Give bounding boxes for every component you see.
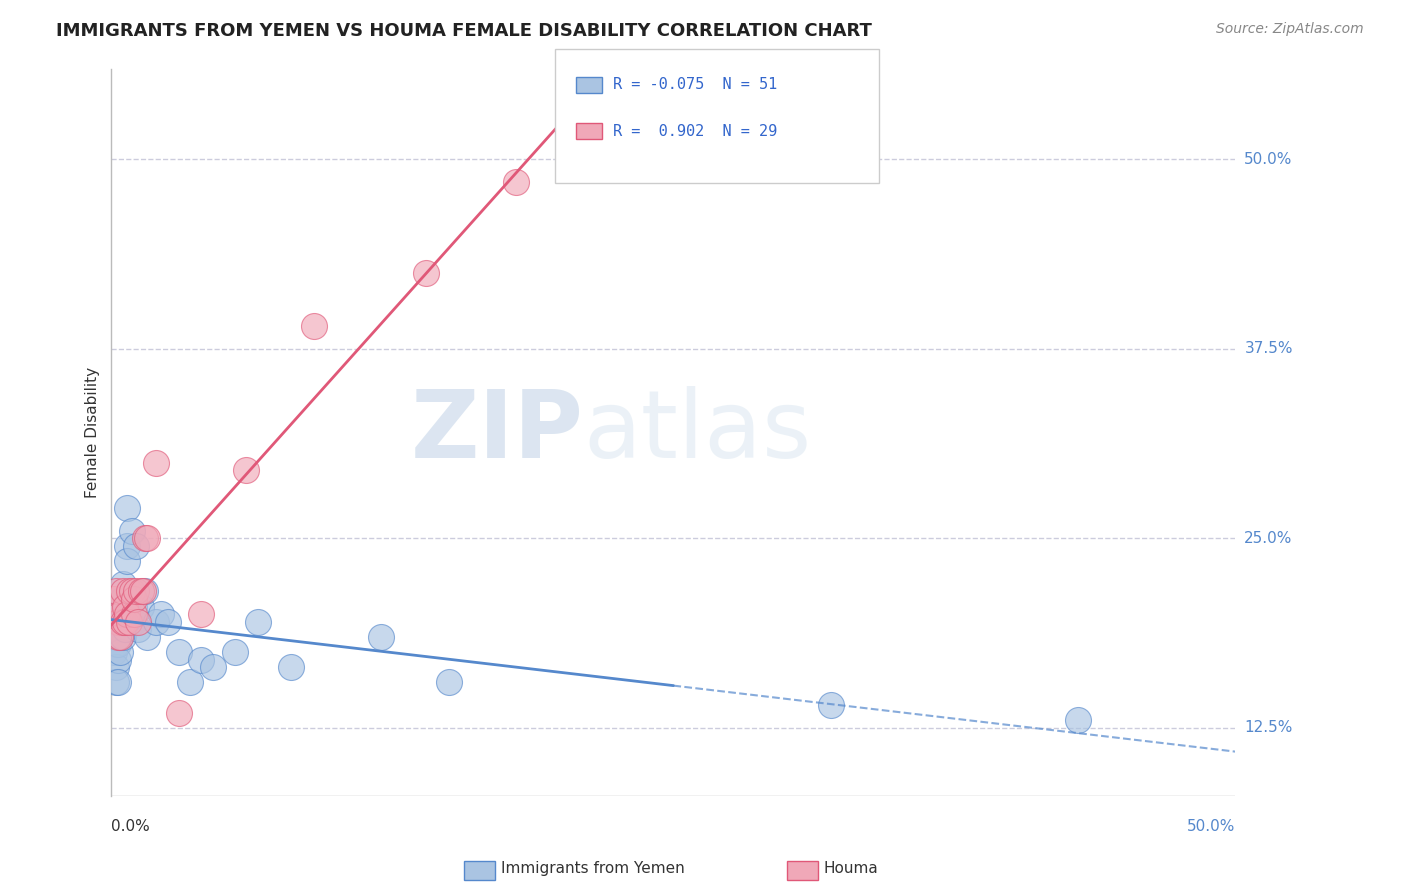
Text: atlas: atlas <box>583 386 811 478</box>
Point <box>115 607 138 621</box>
Point <box>104 675 127 690</box>
Point <box>302 319 325 334</box>
Point <box>136 531 159 545</box>
Point <box>118 615 141 629</box>
Point <box>136 630 159 644</box>
Point <box>370 630 392 644</box>
Point <box>280 660 302 674</box>
Text: 50.0%: 50.0% <box>1187 819 1236 834</box>
Point <box>820 698 842 712</box>
Point <box>111 591 134 606</box>
Text: ZIP: ZIP <box>411 386 583 478</box>
Point <box>505 175 527 189</box>
Point <box>115 554 138 568</box>
Point <box>110 607 132 621</box>
Text: 25.0%: 25.0% <box>1244 531 1292 546</box>
Point <box>107 652 129 666</box>
Point <box>104 584 127 599</box>
Point <box>121 524 143 538</box>
Point <box>125 584 148 599</box>
Point <box>110 645 132 659</box>
Point <box>104 615 127 629</box>
Point <box>118 584 141 599</box>
Point <box>103 630 125 644</box>
Text: IMMIGRANTS FROM YEMEN VS HOUMA FEMALE DISABILITY CORRELATION CHART: IMMIGRANTS FROM YEMEN VS HOUMA FEMALE DI… <box>56 22 872 40</box>
Point <box>107 637 129 651</box>
Point <box>129 584 152 599</box>
Point <box>127 615 149 629</box>
Point <box>125 539 148 553</box>
Point <box>118 591 141 606</box>
Point <box>122 591 145 606</box>
Point <box>107 622 129 636</box>
Text: 50.0%: 50.0% <box>1244 152 1292 167</box>
Point <box>149 607 172 621</box>
Point <box>132 584 155 599</box>
Point <box>104 637 127 651</box>
Text: Immigrants from Yemen: Immigrants from Yemen <box>501 862 685 876</box>
Point <box>104 630 127 644</box>
Text: 37.5%: 37.5% <box>1244 342 1294 357</box>
Point <box>246 615 269 629</box>
Point <box>111 576 134 591</box>
Point <box>111 584 134 599</box>
Point <box>201 660 224 674</box>
Point <box>111 615 134 629</box>
Point <box>114 622 136 636</box>
Point <box>103 645 125 659</box>
Point <box>110 615 132 629</box>
Point <box>145 456 167 470</box>
Point <box>114 599 136 614</box>
Point <box>190 652 212 666</box>
Point <box>110 630 132 644</box>
Point <box>235 463 257 477</box>
Text: 12.5%: 12.5% <box>1244 720 1292 735</box>
Point <box>127 622 149 636</box>
Point <box>167 706 190 720</box>
Point <box>111 615 134 629</box>
Point <box>224 645 246 659</box>
Point <box>179 675 201 690</box>
Point <box>437 675 460 690</box>
Point <box>118 607 141 621</box>
Point <box>114 615 136 629</box>
Point <box>110 630 132 644</box>
Point <box>121 584 143 599</box>
Point <box>115 539 138 553</box>
Point <box>190 607 212 621</box>
Point <box>129 599 152 614</box>
Point <box>115 501 138 516</box>
Point <box>104 660 127 674</box>
Point <box>134 584 156 599</box>
Point <box>122 615 145 629</box>
Point <box>1067 713 1090 727</box>
Point <box>107 630 129 644</box>
Text: R = -0.075  N = 51: R = -0.075 N = 51 <box>613 78 778 92</box>
Point <box>118 615 141 629</box>
Text: Source: ZipAtlas.com: Source: ZipAtlas.com <box>1216 22 1364 37</box>
Point <box>156 615 179 629</box>
Point <box>107 615 129 629</box>
Point <box>103 591 125 606</box>
Text: Houma: Houma <box>824 862 879 876</box>
Text: 0.0%: 0.0% <box>111 819 150 834</box>
Point <box>167 645 190 659</box>
Point <box>103 622 125 636</box>
Point <box>107 607 129 621</box>
Y-axis label: Female Disability: Female Disability <box>86 367 100 498</box>
Point <box>122 607 145 621</box>
Point <box>121 615 143 629</box>
Point <box>415 266 437 280</box>
Point <box>145 615 167 629</box>
Point <box>107 675 129 690</box>
Point <box>122 599 145 614</box>
Point <box>111 630 134 644</box>
Text: R =  0.902  N = 29: R = 0.902 N = 29 <box>613 124 778 138</box>
Point <box>134 531 156 545</box>
Point <box>114 607 136 621</box>
